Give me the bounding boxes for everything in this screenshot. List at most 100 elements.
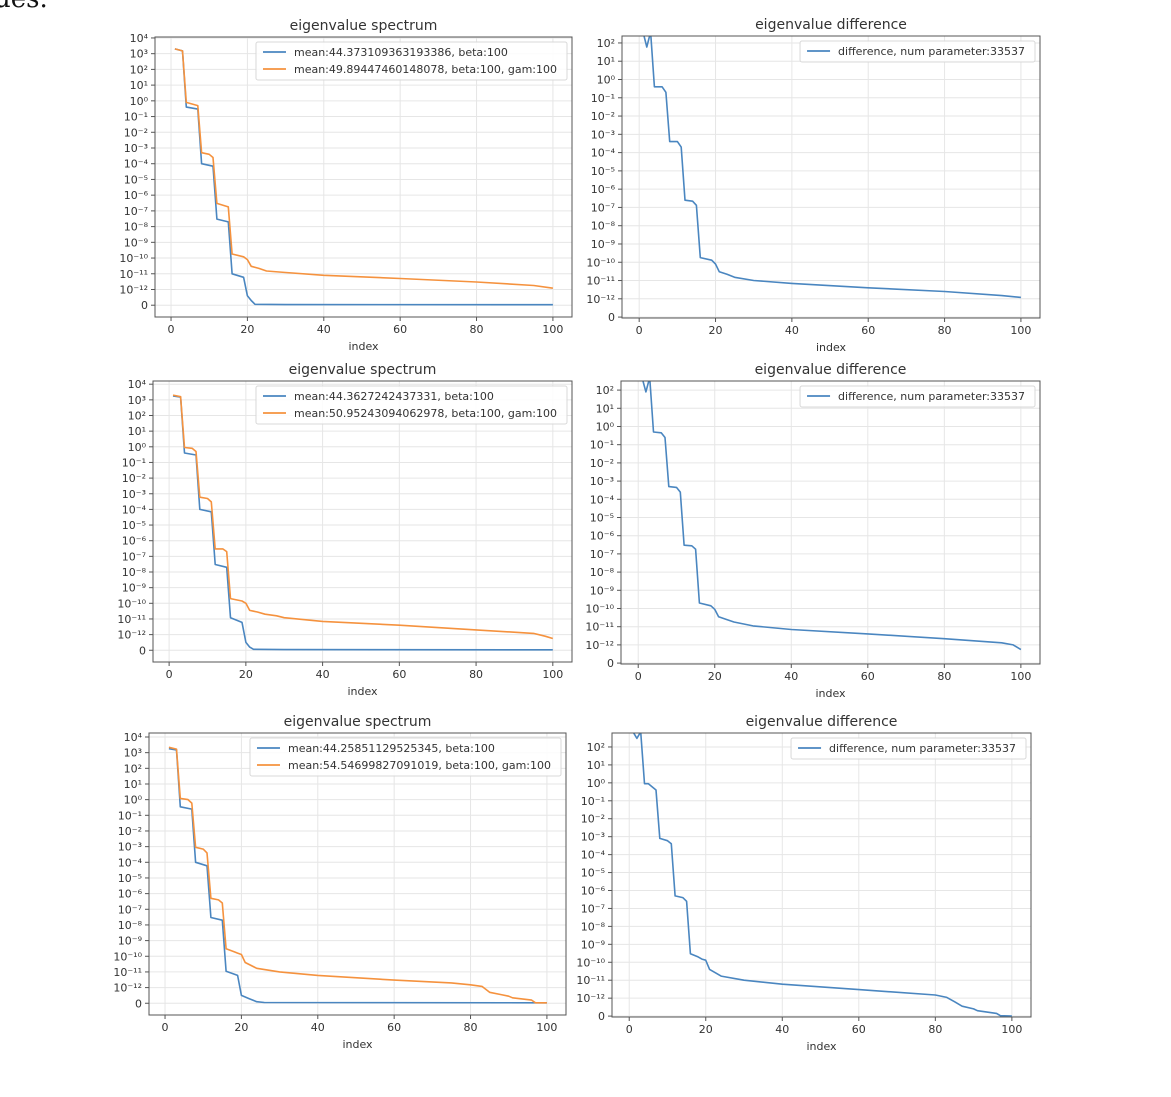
y-tick-label: 10⁻⁵ [122, 519, 146, 532]
x-tick-label: 40 [775, 1023, 789, 1036]
x-tick-label: 40 [311, 1021, 325, 1034]
legend: difference, num parameter:33537 [799, 40, 1036, 63]
y-tick-label: 10⁻⁵ [581, 867, 605, 880]
y-tick-label: 10⁻¹² [117, 629, 146, 642]
y-tick-label: 10⁻⁷ [591, 201, 615, 214]
x-axis-label: index [816, 341, 847, 354]
series-line-1 [642, 381, 1022, 651]
subplot-3: eigenvalue spectrum index 10⁴ 10³ 10² 10¹ 10⁰ 1… [117, 362, 573, 698]
y-tick-label: 10³ [124, 747, 142, 760]
y-tick-label: 10¹ [596, 402, 614, 415]
y-tick-label: 10⁻⁷ [581, 902, 605, 915]
y-tick-label: 10⁻¹¹ [113, 966, 142, 979]
y-tick-label: 10⁻⁷ [118, 903, 142, 916]
y-tick-label: 10⁴ [124, 731, 143, 744]
axes-frame [148, 732, 567, 1016]
subplot-title: eigenvalue spectrum [284, 714, 432, 730]
y-tick-label: 10⁻⁸ [591, 220, 616, 233]
x-tick-label: 80 [470, 323, 484, 336]
legend-label: difference, num parameter:33537 [829, 742, 1016, 755]
y-tick-label: 10⁻¹ [581, 795, 605, 808]
subplot-2: eigenvalue difference index 10² 10¹ 10⁰ 10⁻¹ 1… [586, 17, 1041, 354]
x-tick-label: 0 [168, 323, 175, 336]
y-tick-label: 10³ [128, 394, 146, 407]
y-tick-label: 10⁻⁹ [122, 582, 146, 595]
series-line-1 [632, 733, 1012, 1017]
y-tick-label: 10⁻¹⁰ [113, 950, 142, 963]
y-tick-label: 10⁻¹¹ [585, 621, 614, 634]
x-tick-label: 80 [464, 1021, 478, 1034]
x-axis-label: index [348, 340, 379, 353]
x-tick-label: 100 [542, 323, 563, 336]
series-line-1 [172, 395, 553, 651]
x-tick-label: 60 [861, 670, 875, 683]
y-tick-label: 10⁻¹¹ [586, 275, 615, 288]
x-tick-label: 20 [239, 668, 253, 681]
y-tick-label: 0 [139, 644, 146, 657]
y-tick-label: 10⁰ [130, 95, 149, 108]
x-tick-label: 80 [937, 670, 951, 683]
y-tick-label: 10⁰ [597, 74, 616, 87]
y-tick-label: 10⁻⁵ [590, 511, 614, 524]
x-tick-label: 60 [852, 1023, 866, 1036]
legend: mean:44.25851129525345, beta:100 mean:54.… [249, 737, 562, 777]
legend-label: mean:44.373109363193386, beta:100 [294, 46, 508, 59]
y-tick-label: 10⁰ [596, 420, 615, 433]
y-tick-label: 10⁻³ [591, 128, 615, 141]
y-tick-label: 10⁻⁷ [124, 205, 148, 218]
y-tick-label: 10⁻¹⁰ [576, 956, 605, 969]
x-tick-label: 20 [234, 1021, 248, 1034]
y-tick-label: 10⁰ [128, 441, 147, 454]
series-line-1 [643, 36, 1021, 299]
x-tick-label: 100 [1001, 1023, 1022, 1036]
x-tick-label: 60 [387, 1021, 401, 1034]
series-line-2 [174, 48, 554, 289]
legend-label: mean:44.3627242437331, beta:100 [294, 390, 494, 403]
y-tick-label: 10⁻¹⁰ [585, 602, 614, 615]
x-tick-label: 20 [699, 1023, 713, 1036]
y-tick-label: 10⁻⁸ [118, 919, 143, 932]
x-tick-label: 20 [240, 323, 254, 336]
legend-label: difference, num parameter:33537 [838, 45, 1025, 58]
y-tick-label: 10⁻⁴ [581, 849, 606, 862]
legend-box [249, 737, 562, 777]
y-tick-label: 10⁻⁵ [124, 173, 148, 186]
y-tick-label: 10⁴ [128, 378, 147, 391]
y-tick-label: 10⁰ [587, 777, 606, 790]
x-tick-label: 20 [708, 670, 722, 683]
x-axis-label: index [815, 687, 846, 700]
subplot-4: eigenvalue difference index 10² 10¹ 10⁰ 10⁻¹ 1… [585, 362, 1041, 700]
y-tick-label: 10⁻⁶ [122, 535, 147, 548]
x-axis-label: index [347, 685, 378, 698]
y-tick-label: 10⁻¹² [119, 283, 148, 296]
subplot-title: eigenvalue difference [755, 362, 907, 378]
series-line-2 [168, 746, 547, 1004]
y-tick-label: 10² [596, 384, 614, 397]
x-tick-label: 0 [626, 1023, 633, 1036]
x-tick-label: 40 [785, 324, 799, 337]
x-tick-label: 100 [1010, 670, 1031, 683]
y-tick-label: 10⁻⁷ [122, 550, 146, 563]
y-tick-label: 10⁻⁸ [124, 221, 149, 234]
axes-frame [621, 35, 1041, 319]
y-tick-label: 10⁻⁹ [124, 236, 148, 249]
y-tick-label: 10⁻² [590, 457, 614, 470]
y-tick-label: 10⁻³ [118, 841, 142, 854]
y-tick-label: 10⁻⁹ [581, 938, 605, 951]
y-tick-label: 10⁰ [124, 794, 143, 807]
legend-label: mean:49.89447460148078, beta:100, gam:10… [294, 63, 557, 76]
x-tick-label: 60 [392, 668, 406, 681]
y-tick-label: 10⁻⁹ [591, 238, 615, 251]
y-tick-label: 10⁻³ [122, 488, 146, 501]
subplot-title: eigenvalue spectrum [290, 18, 438, 34]
x-tick-label: 60 [393, 323, 407, 336]
subplot-title: eigenvalue difference [746, 714, 898, 730]
page-text-fragment: ues. [0, 0, 48, 14]
subplot-title: eigenvalue difference [755, 17, 907, 33]
y-tick-label: 10⁻¹² [113, 982, 142, 995]
x-tick-label: 40 [784, 670, 798, 683]
x-tick-label: 0 [166, 668, 173, 681]
y-tick-label: 10² [124, 762, 142, 775]
y-tick-label: 10⁻¹⁰ [117, 597, 146, 610]
